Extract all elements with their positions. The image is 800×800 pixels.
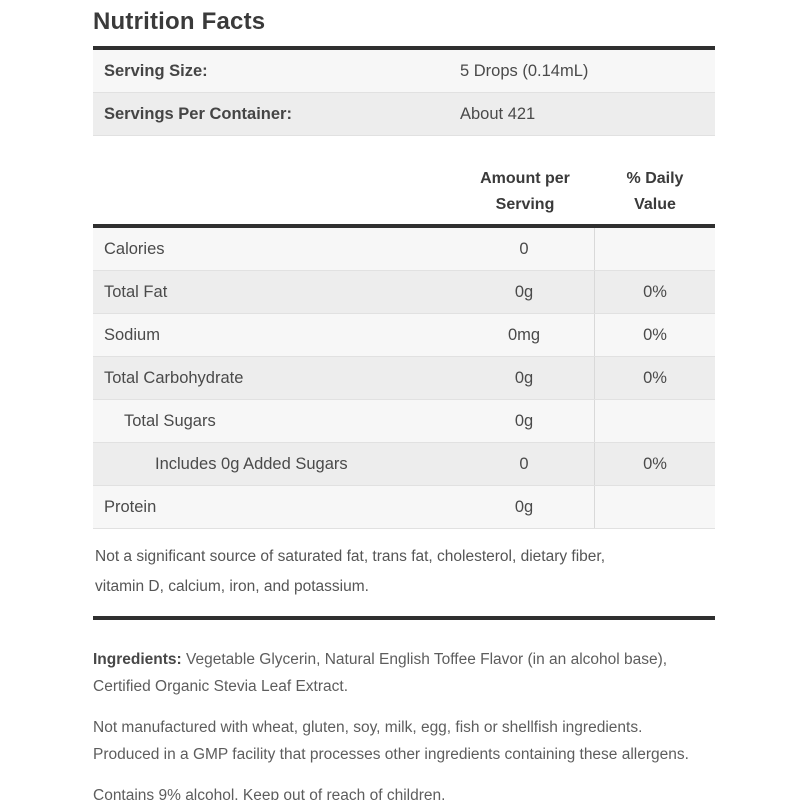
label-content: Nutrition Facts Serving Size: 5 Drops (0.… [93, 8, 715, 800]
nutrient-amount: 0 [519, 239, 529, 258]
nutrient-row: Calories 0 [93, 228, 715, 271]
ingredients-paragraph: Ingredients: Vegetable Glycerin, Natural… [93, 646, 715, 700]
nutrient-amount: 0g [514, 368, 534, 387]
nutrient-name: Sodium [104, 325, 160, 344]
nutrient-row: Protein 0g [93, 486, 715, 529]
nutrient-name: Protein [104, 497, 157, 516]
nutrient-amount: 0g [514, 411, 534, 430]
serving-info-row: Servings Per Container: About 421 [93, 93, 715, 136]
daily-value-header: % Daily Value [626, 170, 684, 213]
alcohol-warning: Contains 9% alcohol. Keep out of reach o… [93, 787, 446, 800]
nutrient-row: Total Carbohydrate 0g 0% [93, 357, 715, 400]
nutrient-daily-value [594, 228, 715, 270]
footnote: Not a significant source of saturated fa… [95, 548, 606, 595]
amount-per-serving-header: Amount per Serving [480, 170, 570, 213]
nutrient-table: Calories 0 Total Fat 0g 0% Sodium 0mg 0% Total C… [93, 228, 715, 529]
nutrient-name: Total Carbohydrate [104, 368, 244, 387]
ingredients-label: Ingredients: [93, 651, 182, 668]
nutrient-row: Includes 0g Added Sugars 0 0% [93, 443, 715, 486]
serving-row-value: 5 Drops (0.14mL) [460, 61, 589, 80]
nutrient-daily-value [594, 486, 715, 528]
divider-bottom [93, 616, 715, 620]
divider-header [93, 224, 715, 228]
nutrient-name: Includes 0g Added Sugars [155, 454, 348, 473]
serving-row-label: Servings Per Container: [104, 104, 292, 123]
nutrient-row: Total Fat 0g 0% [93, 271, 715, 314]
serving-info-table: Serving Size: 5 Drops (0.14mL) Servings Pe… [93, 50, 715, 136]
column-headers: Amount per Serving % Daily Value [93, 166, 715, 218]
divider-top [93, 46, 715, 50]
nutrient-amount: 0mg [507, 325, 541, 344]
nutrient-row: Total Sugars 0g [93, 400, 715, 443]
nutrient-name: Total Fat [104, 282, 168, 301]
column-header-spacer [93, 166, 455, 218]
serving-row-value: About 421 [460, 104, 536, 123]
ingredients-text: Vegetable Glycerin, Natural English Toff… [93, 651, 668, 695]
nutrient-amount: 0 [519, 454, 529, 473]
nutrient-daily-value: 0% [594, 271, 715, 313]
nutrient-daily-value: 0% [594, 357, 715, 399]
nutrient-name: Calories [104, 239, 165, 258]
serving-info-row: Serving Size: 5 Drops (0.14mL) [93, 50, 715, 93]
nutrient-row: Sodium 0mg 0% [93, 314, 715, 357]
serving-row-label: Serving Size: [104, 61, 208, 80]
nutrient-daily-value: 0% [594, 314, 715, 356]
nutrient-amount: 0g [514, 282, 534, 301]
nutrient-daily-value: 0% [594, 443, 715, 485]
nutrient-name: Total Sugars [124, 411, 216, 430]
page-title: Nutrition Facts [93, 8, 266, 35]
nutrient-amount: 0g [514, 497, 534, 516]
nutrient-daily-value [594, 400, 715, 442]
allergen-paragraph: Not manufactured with wheat, gluten, soy… [93, 719, 689, 763]
